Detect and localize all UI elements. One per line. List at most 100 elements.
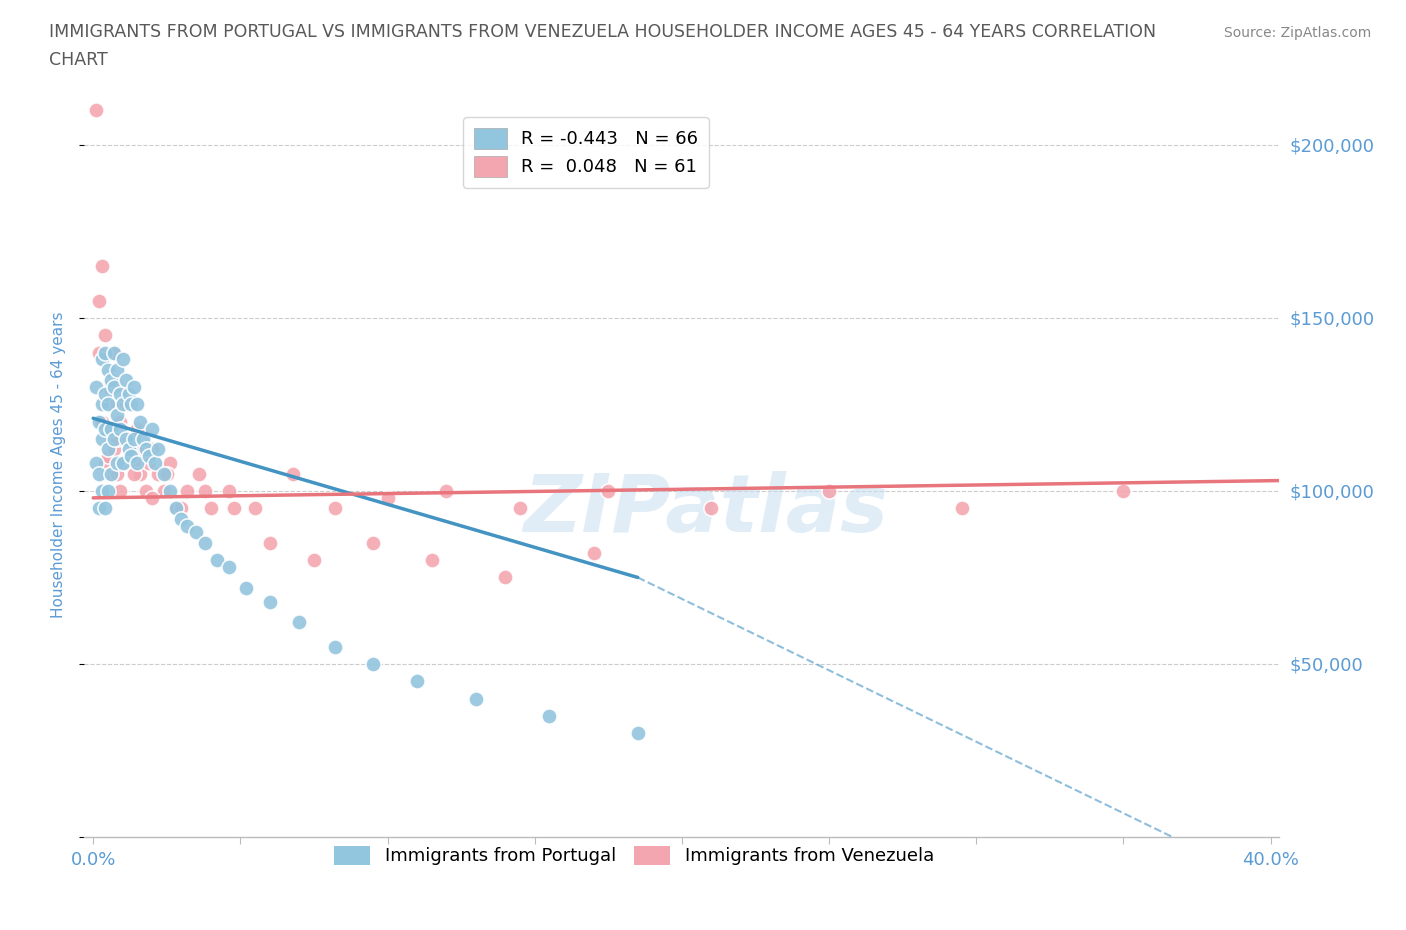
- Point: [132, 432, 155, 446]
- Point: [97, 363, 120, 378]
- Point: [194, 484, 217, 498]
- Point: [117, 442, 139, 457]
- Point: [87, 293, 110, 308]
- Point: [361, 657, 384, 671]
- Point: [259, 536, 281, 551]
- Point: [111, 456, 134, 471]
- Point: [91, 397, 114, 412]
- Point: [108, 414, 131, 429]
- Point: [818, 484, 841, 498]
- Point: [97, 379, 120, 394]
- Point: [124, 432, 146, 446]
- Point: [538, 709, 561, 724]
- Point: [111, 432, 134, 446]
- Point: [105, 407, 128, 422]
- Point: [176, 518, 198, 533]
- Point: [105, 466, 128, 481]
- Point: [91, 259, 114, 273]
- Point: [97, 442, 120, 457]
- Point: [176, 484, 198, 498]
- Point: [165, 501, 187, 516]
- Text: CHART: CHART: [49, 51, 108, 69]
- Point: [323, 639, 346, 654]
- Point: [97, 449, 120, 464]
- Point: [170, 512, 193, 526]
- Point: [105, 456, 128, 471]
- Point: [141, 490, 163, 505]
- Point: [494, 570, 516, 585]
- Point: [94, 387, 117, 402]
- Point: [100, 466, 122, 481]
- Point: [120, 449, 142, 464]
- Point: [129, 414, 152, 429]
- Point: [111, 397, 134, 412]
- Point: [97, 484, 120, 498]
- Point: [91, 432, 114, 446]
- Point: [138, 456, 160, 471]
- Point: [464, 691, 486, 706]
- Point: [243, 501, 266, 516]
- Point: [127, 456, 149, 471]
- Point: [186, 525, 208, 540]
- Point: [114, 373, 136, 388]
- Point: [302, 552, 325, 567]
- Point: [146, 442, 169, 457]
- Point: [135, 484, 157, 498]
- Point: [420, 552, 443, 567]
- Point: [124, 466, 146, 481]
- Point: [436, 484, 458, 498]
- Point: [156, 466, 179, 481]
- Point: [141, 442, 163, 457]
- Point: [700, 501, 723, 516]
- Point: [91, 414, 114, 429]
- Text: Source: ZipAtlas.com: Source: ZipAtlas.com: [1223, 26, 1371, 40]
- Point: [100, 373, 122, 388]
- Point: [124, 456, 146, 471]
- Point: [153, 466, 176, 481]
- Point: [288, 615, 311, 630]
- Point: [218, 560, 240, 575]
- Point: [103, 442, 125, 457]
- Point: [200, 501, 222, 516]
- Point: [105, 363, 128, 378]
- Point: [598, 484, 620, 498]
- Point: [138, 449, 160, 464]
- Point: [194, 536, 217, 551]
- Point: [1112, 484, 1135, 498]
- Point: [108, 387, 131, 402]
- Point: [188, 466, 211, 481]
- Point: [165, 501, 187, 516]
- Y-axis label: Householder Income Ages 45 - 64 years: Householder Income Ages 45 - 64 years: [51, 312, 66, 618]
- Point: [283, 466, 305, 481]
- Point: [205, 552, 228, 567]
- Point: [235, 580, 257, 595]
- Point: [159, 456, 181, 471]
- Point: [141, 421, 163, 436]
- Point: [153, 484, 176, 498]
- Point: [87, 501, 110, 516]
- Point: [224, 501, 246, 516]
- Point: [108, 484, 131, 498]
- Point: [108, 421, 131, 436]
- Point: [105, 379, 128, 394]
- Point: [91, 352, 114, 367]
- Point: [146, 466, 169, 481]
- Point: [377, 490, 399, 505]
- Point: [91, 484, 114, 498]
- Point: [950, 501, 973, 516]
- Point: [87, 466, 110, 481]
- Point: [127, 421, 149, 436]
- Point: [103, 432, 125, 446]
- Point: [94, 501, 117, 516]
- Point: [159, 484, 181, 498]
- Point: [120, 449, 142, 464]
- Point: [129, 466, 152, 481]
- Legend: Immigrants from Portugal, Immigrants from Venezuela: Immigrants from Portugal, Immigrants fro…: [328, 839, 941, 872]
- Point: [87, 414, 110, 429]
- Point: [143, 456, 166, 471]
- Point: [100, 397, 122, 412]
- Point: [120, 397, 142, 412]
- Point: [103, 379, 125, 394]
- Text: ZIPatlas: ZIPatlas: [523, 471, 889, 549]
- Point: [361, 536, 384, 551]
